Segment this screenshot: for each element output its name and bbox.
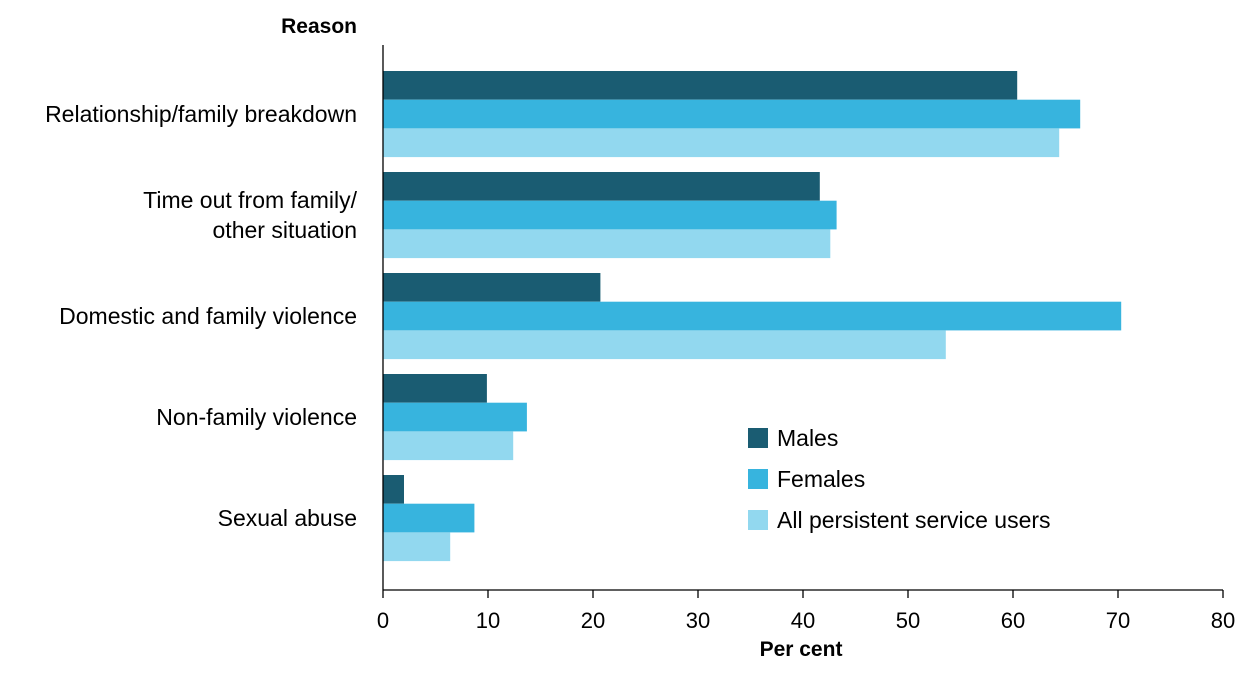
bar-all-persistent-service-users-4 <box>383 532 451 562</box>
category-labels: Relationship/family breakdown Time out fr… <box>45 101 358 531</box>
axes-group <box>382 45 1224 598</box>
legend: Males Females All persistent service users <box>748 425 1051 533</box>
category-label: other situation <box>213 217 357 243</box>
legend-swatch-all-persistent-service-users <box>748 510 768 530</box>
legend-label: Females <box>777 466 865 492</box>
x-tick-label: 70 <box>1106 608 1130 633</box>
category-label: Time out from family/ <box>143 187 357 213</box>
bar-males-4 <box>383 475 404 504</box>
x-tick-label: 60 <box>1001 608 1025 633</box>
bar-all-persistent-service-users-2 <box>383 330 946 360</box>
category-label: Domestic and family violence <box>59 303 357 329</box>
x-tick-label: 40 <box>791 608 815 633</box>
x-tick-label: 20 <box>581 608 605 633</box>
bar-females-3 <box>383 402 527 432</box>
bar-females-1 <box>383 200 837 230</box>
category-label: Sexual abuse <box>218 505 357 531</box>
bar-all-persistent-service-users-3 <box>383 431 514 461</box>
bar-females-2 <box>383 301 1122 331</box>
x-tick-labels: 0 10 20 30 40 50 60 70 80 <box>377 608 1235 633</box>
bar-males-2 <box>383 273 601 302</box>
x-tick-label: 10 <box>476 608 500 633</box>
category-label: Non-family violence <box>156 404 357 430</box>
bar-females-0 <box>383 99 1081 129</box>
x-tick-label: 80 <box>1211 608 1235 633</box>
legend-swatch-males <box>748 428 768 448</box>
bar-males-0 <box>383 71 1018 100</box>
legend-label: All persistent service users <box>777 507 1051 533</box>
x-tick-label: 30 <box>686 608 710 633</box>
legend-label: Males <box>777 425 838 451</box>
y-axis-title: Reason <box>281 15 357 38</box>
bar-all-persistent-service-users-0 <box>383 128 1060 158</box>
bar-males-1 <box>383 172 820 201</box>
bar-females-4 <box>383 503 475 533</box>
bar-males-3 <box>383 374 487 403</box>
bar-all-persistent-service-users-1 <box>383 229 831 259</box>
x-tick-label: 0 <box>377 608 389 633</box>
x-axis-title: Per cent <box>760 638 843 661</box>
x-tick-label: 50 <box>896 608 920 633</box>
legend-swatch-females <box>748 469 768 489</box>
bars-group <box>383 71 1122 562</box>
category-label: Relationship/family breakdown <box>45 101 357 127</box>
